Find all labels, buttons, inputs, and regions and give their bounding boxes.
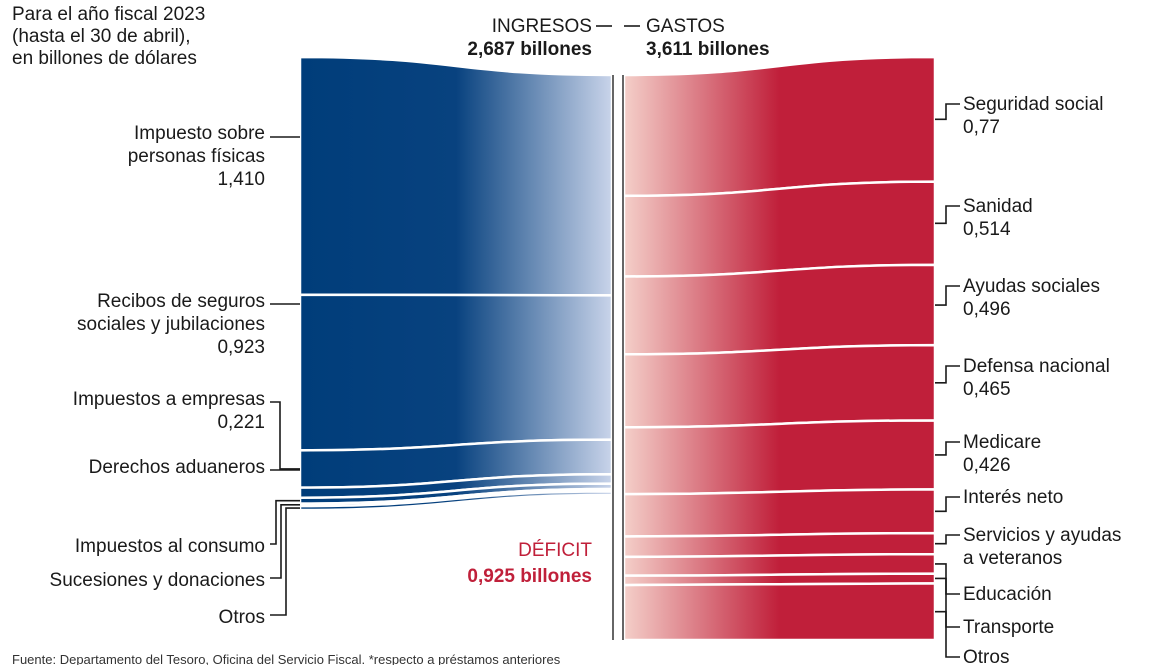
income-category: Sucesiones y donaciones	[50, 570, 265, 591]
spending-value: 0,465	[963, 379, 1011, 400]
income-total: 2,687 billones	[467, 39, 592, 60]
income-category: Impuesto sobre	[134, 123, 265, 144]
center-lines	[612, 75, 624, 640]
spending-value: 0,77	[963, 117, 1000, 138]
deficit-label: DÉFICIT	[518, 540, 592, 561]
spending-value: 0,496	[963, 299, 1011, 320]
spending-leader	[935, 103, 960, 121]
spending-category: Medicare	[963, 432, 1041, 453]
spending-flow	[622, 180, 937, 278]
income-flow	[298, 490, 614, 512]
spending-leader	[935, 285, 960, 306]
flows-group	[298, 55, 937, 642]
income-category: Impuestos al consumo	[75, 536, 265, 557]
income-category: Impuestos a empresas	[73, 389, 265, 410]
spending-category: Servicios y ayudas	[963, 525, 1121, 546]
spending-category: Otros	[963, 647, 1009, 665]
chart-subtitle-line-1: Para el año fiscal 2023	[12, 4, 205, 25]
spending-flow	[622, 582, 937, 642]
spending-category: Ayudas sociales	[963, 276, 1100, 297]
income-label: Derechos aduaneros	[89, 457, 300, 478]
chart-subtitle-line-2: (hasta el 30 de abril),	[12, 26, 191, 47]
spending-label: Transporte	[935, 577, 1054, 638]
income-leader	[270, 504, 300, 579]
income-leader	[270, 401, 300, 470]
income-value: 0,923	[217, 337, 265, 358]
spending-label: Otros	[935, 610, 1009, 665]
spending-label: Educación	[935, 563, 1052, 605]
income-leader	[270, 507, 300, 616]
spending-total: 3,611 billones	[646, 39, 770, 60]
spending-flow	[622, 488, 937, 538]
spending-flow	[622, 419, 937, 496]
spending-category: Sanidad	[963, 196, 1033, 217]
income-category: personas físicas	[128, 146, 265, 167]
income-label: Sucesiones y donaciones	[50, 504, 300, 591]
income-label: Otros	[219, 507, 300, 628]
spending-value: 0,514	[963, 219, 1011, 240]
income-label: Impuestos al consumo	[75, 499, 300, 557]
spending-flow	[622, 55, 937, 198]
spending-category: Defensa nacional	[963, 356, 1110, 377]
spending-category: Seguridad social	[963, 94, 1103, 115]
income-value: 1,410	[217, 169, 265, 190]
income-category: sociales y jubilaciones	[77, 314, 265, 335]
income-category: Otros	[219, 607, 265, 628]
source-note: Fuente: Departamento del Tesoro, Oficina…	[12, 652, 561, 665]
income-header: INGRESOS	[492, 16, 592, 37]
income-category: Recibos de seguros	[97, 291, 265, 312]
spending-header: GASTOS	[646, 16, 725, 37]
chart-subtitle-line-3: en billones de dólares	[12, 48, 197, 69]
spending-leader	[935, 205, 960, 225]
spending-leader	[935, 496, 960, 513]
deficit-total: 0,925 billones	[467, 566, 592, 587]
spending-category: Educación	[963, 584, 1052, 605]
income-value: 0,221	[217, 412, 265, 433]
income-flow	[298, 293, 614, 452]
spending-value: 0,426	[963, 455, 1011, 476]
spending-leader	[935, 365, 960, 384]
spending-flow	[622, 263, 937, 356]
spending-flow	[622, 552, 937, 577]
spending-category: Interés neto	[963, 487, 1063, 508]
income-flow	[298, 55, 614, 297]
spending-leader	[935, 441, 960, 456]
spending-leader	[935, 534, 960, 545]
spending-leader	[935, 577, 960, 628]
income-category: Derechos aduaneros	[89, 457, 265, 478]
spending-leader	[935, 610, 960, 658]
spending-category: a veteranos	[963, 548, 1062, 569]
spending-label: Interés neto	[935, 487, 1063, 513]
spending-flow	[622, 343, 937, 429]
spending-category: Transporte	[963, 617, 1054, 638]
income-leader	[270, 499, 300, 545]
